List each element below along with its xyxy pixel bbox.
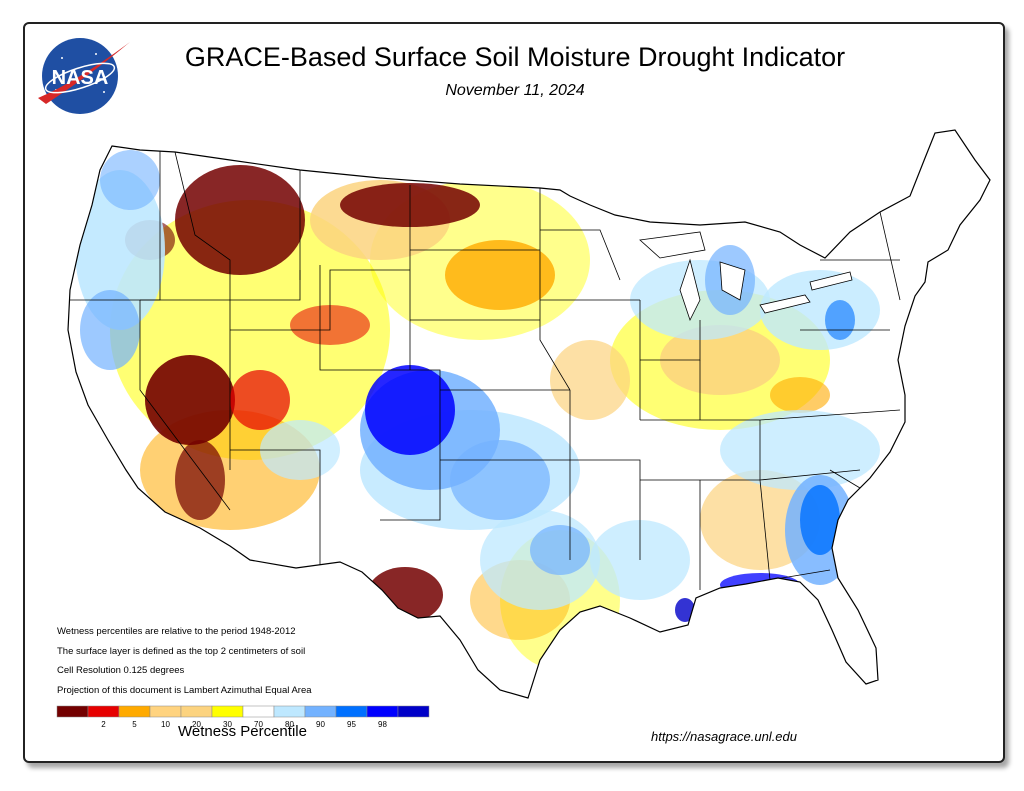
legend-swatch — [118, 705, 151, 718]
legend-tick-label: 70 — [254, 720, 263, 729]
legend-tick-label: 90 — [316, 720, 325, 729]
legend-tick-label: 20 — [192, 720, 201, 729]
legend-tick-label: 95 — [347, 720, 356, 729]
legend-title: Wetness Percentile — [178, 723, 307, 740]
legend-swatch — [87, 705, 120, 718]
legend-swatch — [397, 705, 430, 718]
legend-tick-label: 80 — [285, 720, 294, 729]
note-surface-layer: The surface layer is defined as the top … — [57, 645, 306, 657]
legend-swatch — [56, 705, 89, 718]
note-projection: Projection of this document is Lambert A… — [57, 684, 312, 696]
page-title: GRACE-Based Surface Soil Moisture Drough… — [184, 42, 846, 72]
legend-swatch — [242, 705, 275, 718]
legend-swatch — [273, 705, 306, 718]
legend-swatch — [335, 705, 368, 718]
legend-swatch — [366, 705, 399, 718]
legend-tick-label: 5 — [132, 720, 137, 729]
legend-tick-label: 2 — [101, 720, 106, 729]
note-resolution: Cell Resolution 0.125 degrees — [57, 665, 185, 676]
legend-tick-label: 98 — [378, 720, 387, 729]
nasa-logo-text: NASA — [52, 67, 109, 89]
note-period: Wetness percentiles are relative to the … — [57, 626, 296, 637]
source-url[interactable]: https://nasagrace.unl.edu — [651, 729, 797, 744]
map-date: November 11, 2024 — [445, 82, 585, 99]
nasa-logo: NASA — [38, 38, 130, 114]
legend-tick-label: 10 — [161, 720, 170, 729]
legend-swatch — [180, 705, 213, 718]
legend-swatch — [149, 705, 182, 718]
legend-swatch — [211, 705, 244, 718]
legend-swatch — [304, 705, 337, 718]
map-notes: Wetness percentiles are relative to the … — [57, 622, 312, 700]
legend-tick-label: 30 — [223, 720, 232, 729]
